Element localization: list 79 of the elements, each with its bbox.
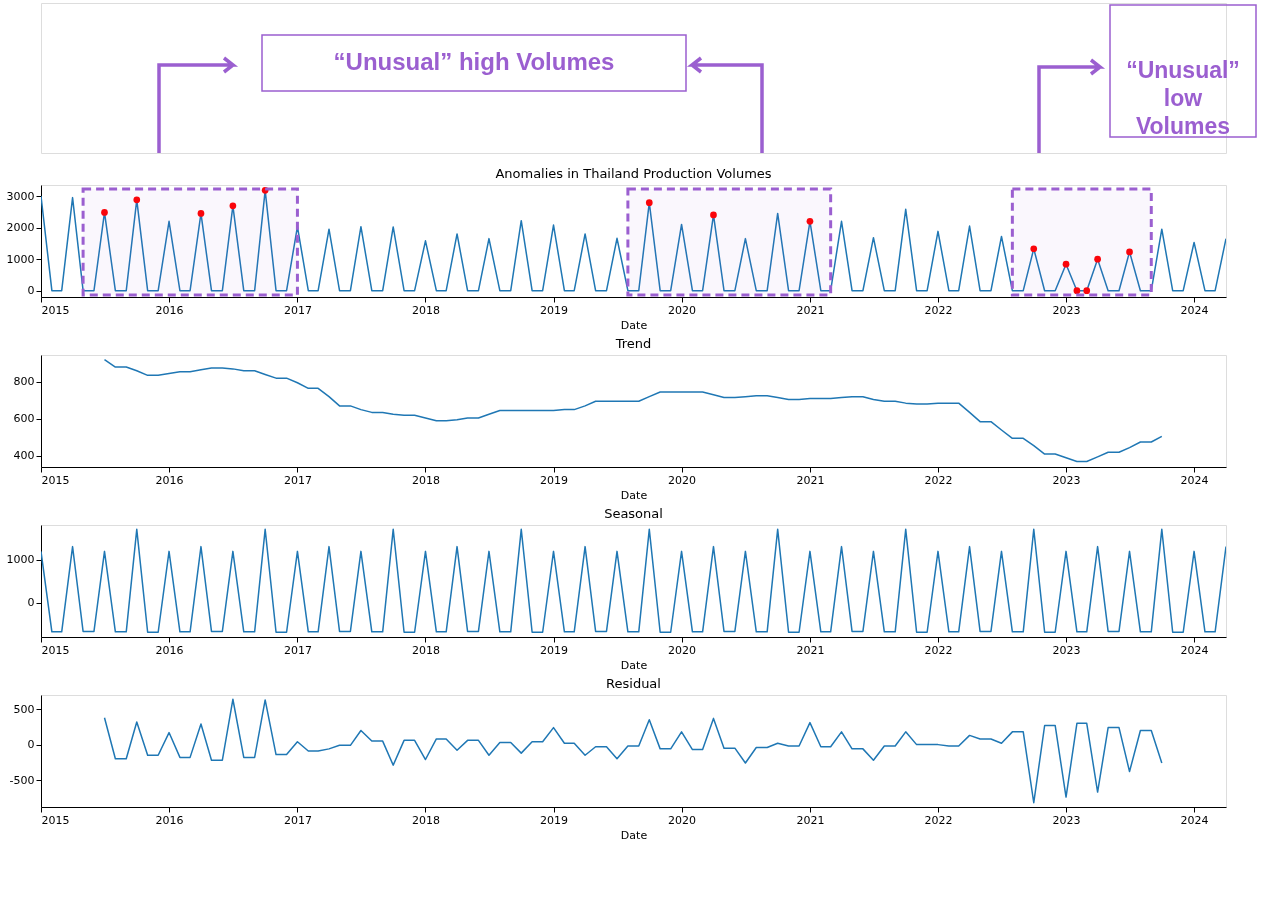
point bbox=[197, 210, 205, 217]
x-tick-label: 2018 bbox=[411, 813, 440, 827]
point bbox=[261, 187, 269, 194]
x-tick-label: 2015 bbox=[41, 643, 70, 657]
line-series bbox=[103, 698, 1163, 804]
x-tick-label: 2017 bbox=[283, 643, 312, 657]
y-tick-label: 1000 bbox=[6, 553, 35, 567]
point bbox=[710, 211, 717, 219]
x-tick-label: 2020 bbox=[668, 303, 697, 317]
chart-title: Trend bbox=[614, 336, 652, 351]
x-tick-label: 2020 bbox=[668, 473, 697, 487]
x-tick-label: 2018 bbox=[411, 643, 440, 657]
point bbox=[101, 209, 108, 216]
point bbox=[645, 199, 653, 207]
x-tick-label: 2015 bbox=[41, 813, 70, 827]
point bbox=[133, 196, 141, 204]
x-tick-label: 2021 bbox=[796, 303, 825, 317]
y-tick-label: 0 bbox=[27, 284, 35, 298]
x-tick-label: 2022 bbox=[924, 813, 953, 827]
y-tick-label: -500 bbox=[9, 773, 35, 787]
line-series bbox=[103, 358, 1163, 463]
x-tick-label: 2017 bbox=[283, 813, 312, 827]
x-tick-label: 2024 bbox=[1180, 813, 1209, 827]
point bbox=[1094, 255, 1101, 263]
x-axis-title: Date bbox=[620, 658, 648, 672]
x-tick-label: 2019 bbox=[540, 813, 569, 827]
x-tick-label: 2022 bbox=[924, 473, 953, 487]
x-tick-label: 2024 bbox=[1180, 473, 1209, 487]
text: “Unusual” low Volumes bbox=[1126, 57, 1240, 139]
x-tick-label: 2019 bbox=[540, 473, 569, 487]
point bbox=[1083, 287, 1091, 295]
x-tick-label: 2022 bbox=[924, 643, 953, 657]
x-tick-label: 2022 bbox=[924, 303, 953, 317]
point bbox=[1062, 260, 1070, 268]
point bbox=[1126, 248, 1133, 256]
y-tick-label: 0 bbox=[27, 596, 35, 610]
y-tick-label: 400 bbox=[13, 449, 35, 463]
x-tick-label: 2021 bbox=[796, 813, 825, 827]
x-axis-title: Date bbox=[620, 318, 648, 332]
y-tick-label: 1000 bbox=[6, 252, 35, 266]
x-tick-label: 2023 bbox=[1052, 473, 1081, 487]
x-tick-label: 2016 bbox=[155, 303, 184, 317]
x-tick-label: 2015 bbox=[41, 303, 70, 317]
x-tick-label: 2018 bbox=[411, 303, 440, 317]
x-tick-label: 2023 bbox=[1052, 303, 1081, 317]
x-tick-label: 2023 bbox=[1052, 643, 1081, 657]
x-tick-label: 2021 bbox=[796, 643, 825, 657]
point bbox=[229, 202, 237, 210]
x-axis-title: Date bbox=[620, 488, 648, 502]
x-tick-label: 2020 bbox=[668, 813, 697, 827]
y-tick-label: 800 bbox=[13, 375, 35, 389]
x-tick-label: 2020 bbox=[668, 643, 697, 657]
point bbox=[806, 217, 814, 225]
y-tick-label: 600 bbox=[13, 412, 35, 426]
x-tick-label: 2019 bbox=[540, 643, 569, 657]
chart-title: Anomalies in Thailand Production Volumes bbox=[495, 166, 772, 181]
text: “Unusual” high Volumes bbox=[333, 48, 615, 75]
x-tick-label: 2019 bbox=[540, 303, 569, 317]
x-tick-label: 2018 bbox=[411, 473, 440, 487]
line-series bbox=[41, 528, 1226, 633]
x-tick-label: 2015 bbox=[41, 473, 70, 487]
y-tick-label: 3000 bbox=[6, 189, 35, 203]
x-tick-label: 2023 bbox=[1052, 813, 1081, 827]
x-tick-label: 2024 bbox=[1180, 643, 1209, 657]
y-tick-label: 500 bbox=[13, 702, 35, 716]
y-tick-label: 0 bbox=[27, 738, 35, 752]
x-tick-label: 2021 bbox=[796, 473, 825, 487]
point bbox=[1030, 245, 1038, 253]
x-tick-label: 2024 bbox=[1180, 303, 1209, 317]
chart-title: Residual bbox=[606, 676, 661, 691]
chart-title: Seasonal bbox=[604, 506, 663, 521]
x-tick-label: 2016 bbox=[155, 473, 184, 487]
x-tick-label: 2016 bbox=[155, 813, 184, 827]
y-tick-label: 2000 bbox=[6, 221, 35, 235]
x-tick-label: 2016 bbox=[155, 643, 184, 657]
point bbox=[1073, 287, 1081, 295]
x-axis-title: Date bbox=[620, 828, 648, 842]
x-tick-label: 2017 bbox=[283, 473, 312, 487]
x-tick-label: 2017 bbox=[283, 303, 312, 317]
